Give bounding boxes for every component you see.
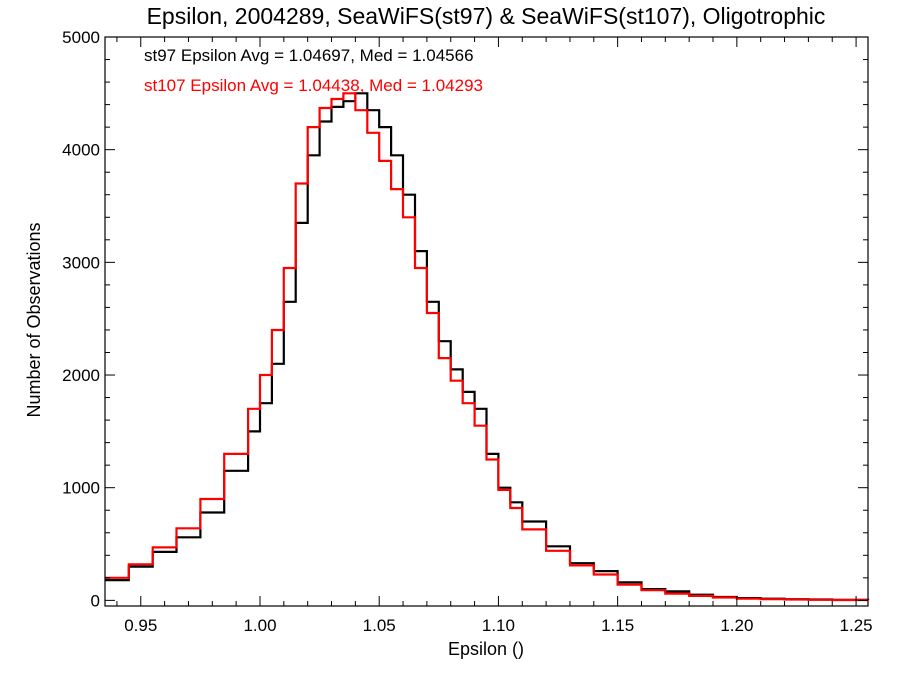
annotation-st97: st97 Epsilon Avg = 1.04697, Med = 1.0456… [144,46,474,65]
x-tick-label: 1.10 [482,616,515,635]
annotation-st107: st107 Epsilon Avg = 1.04438, Med = 1.042… [144,76,483,95]
y-tick-label: 4000 [62,141,100,160]
x-tick-label: 1.15 [601,616,634,635]
y-tick-label: 3000 [62,253,100,272]
axes: 0.95 1.00 1.05 1.10 1.15 1.20 1.25 0 1000 2000 300… [62,28,872,635]
x-tick-label: 0.95 [124,616,157,635]
x-axis-label: Epsilon () [448,639,524,659]
y-axis-label: Number of Observations [24,222,44,417]
x-tick-label: 1.05 [363,616,396,635]
y-tick-label: 5000 [62,28,100,47]
annotations: st97 Epsilon Avg = 1.04697, Med = 1.0456… [144,46,483,95]
series-line-0 [105,92,870,601]
plot-area [105,92,870,602]
y-tick-label: 0 [91,591,100,610]
x-tick-label: 1.25 [840,616,873,635]
series-line-1 [105,92,870,602]
chart-title: Epsilon, 2004289, SeaWiFS(st97) & SeaWiF… [147,3,826,29]
y-tick-label: 2000 [62,366,100,385]
x-tick-label: 1.20 [720,616,753,635]
plot-frame [104,36,869,607]
x-tick-label: 1.00 [243,616,276,635]
y-tick-label: 1000 [62,479,100,498]
